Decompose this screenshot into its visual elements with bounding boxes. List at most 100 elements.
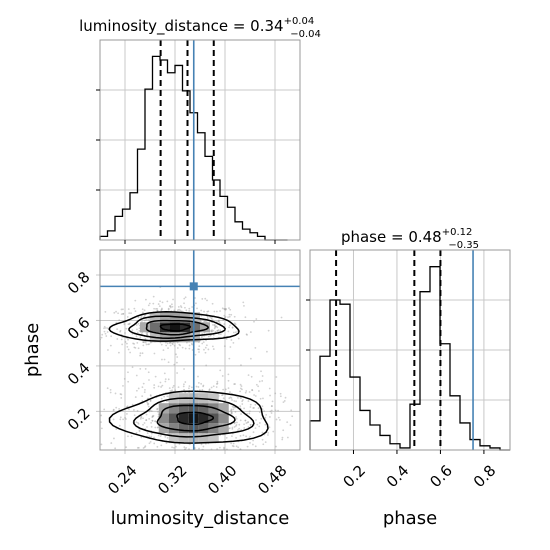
- sample-point: [291, 415, 294, 418]
- sample-point: [183, 383, 185, 386]
- sample-point: [235, 400, 237, 403]
- sample-point: [176, 347, 179, 349]
- sample-point: [249, 442, 251, 444]
- sample-point: [136, 331, 139, 334]
- sample-point: [129, 351, 132, 354]
- sample-point: [241, 457, 243, 459]
- sample-point: [221, 394, 223, 397]
- sample-point: [216, 326, 219, 329]
- sample-point: [156, 426, 159, 429]
- sample-point: [242, 434, 245, 437]
- sample-point: [148, 442, 151, 445]
- sample-point: [228, 313, 231, 316]
- sample-point: [232, 342, 235, 344]
- sample-point: [144, 368, 147, 370]
- x-tick-labels-phase: 0.2 0.4 0.6 0.8: [339, 462, 499, 492]
- sample-point: [150, 432, 153, 435]
- sample-point: [237, 455, 239, 457]
- density-cell: [190, 322, 200, 333]
- x-tick-label: 0.40: [204, 462, 240, 498]
- sample-point: [188, 344, 191, 347]
- sample-point: [243, 423, 245, 426]
- sample-point: [229, 391, 231, 393]
- sample-point: [229, 308, 232, 311]
- sample-point: [109, 389, 112, 391]
- sample-point: [104, 311, 107, 313]
- sample-point: [105, 453, 107, 455]
- sample-point: [174, 389, 177, 392]
- sample-point: [167, 361, 170, 364]
- sample-point: [194, 297, 196, 299]
- sample-point: [217, 319, 220, 322]
- sample-point: [69, 409, 71, 411]
- sample-point: [84, 430, 86, 432]
- sample-point: [231, 426, 234, 429]
- sample-point: [229, 396, 232, 399]
- sample-point: [235, 425, 237, 427]
- sample-point: [146, 333, 148, 336]
- sample-point: [198, 455, 200, 457]
- sample-point: [241, 388, 243, 391]
- sample-point: [152, 302, 155, 305]
- sample-point: [235, 417, 238, 420]
- sample-point: [260, 370, 262, 373]
- sample-point: [146, 331, 149, 334]
- sample-point: [267, 329, 270, 332]
- sample-point: [134, 396, 137, 398]
- sample-point: [207, 452, 209, 454]
- sample-point: [131, 329, 134, 332]
- sample-point: [128, 408, 130, 411]
- sample-point: [125, 418, 127, 420]
- sample-point: [188, 309, 191, 312]
- sample-point: [286, 421, 289, 424]
- sample-point: [258, 411, 261, 414]
- sample-point: [216, 382, 219, 385]
- sample-point: [143, 446, 146, 449]
- sample-point: [119, 329, 122, 332]
- contour-line: [108, 390, 269, 444]
- sample-point: [231, 326, 234, 329]
- sample-point: [137, 422, 140, 425]
- density-cell: [218, 413, 229, 424]
- sample-point: [242, 301, 245, 304]
- sample-point: [183, 462, 185, 464]
- sample-point: [171, 386, 174, 389]
- sample-point: [249, 424, 252, 426]
- sample-point: [140, 316, 143, 319]
- sample-point: [139, 367, 142, 370]
- sample-point: [154, 420, 156, 423]
- sample-point: [243, 427, 246, 429]
- sample-point: [266, 350, 268, 353]
- density-cell: [168, 433, 179, 444]
- sample-point: [227, 316, 229, 319]
- x-tick-label: 0.6: [426, 462, 456, 492]
- sample-point: [164, 380, 167, 383]
- sample-point: [239, 387, 242, 390]
- sample-point: [154, 375, 157, 378]
- sample-point: [231, 405, 234, 408]
- sample-point: [240, 364, 242, 366]
- sample-point: [136, 409, 139, 412]
- sample-point: [146, 402, 149, 404]
- sample-point: [241, 403, 244, 405]
- sample-point: [188, 443, 191, 446]
- sample-point: [252, 439, 254, 442]
- sample-point: [232, 406, 235, 409]
- sample-point: [230, 451, 232, 453]
- sample-point: [127, 380, 130, 383]
- sample-point: [260, 417, 263, 420]
- density-cell: [198, 433, 209, 444]
- sample-point: [145, 298, 147, 301]
- sample-point: [257, 407, 260, 410]
- sample-point: [123, 323, 126, 326]
- sample-point: [205, 364, 208, 367]
- quantile-lines-phase: [335, 250, 442, 450]
- sample-point: [151, 419, 154, 422]
- sample-point: [234, 331, 237, 334]
- sample-point: [255, 383, 258, 386]
- sample-point: [218, 320, 220, 323]
- sample-point: [171, 342, 174, 345]
- sample-point: [113, 437, 115, 440]
- sample-point: [120, 397, 123, 399]
- sample-point: [180, 306, 183, 309]
